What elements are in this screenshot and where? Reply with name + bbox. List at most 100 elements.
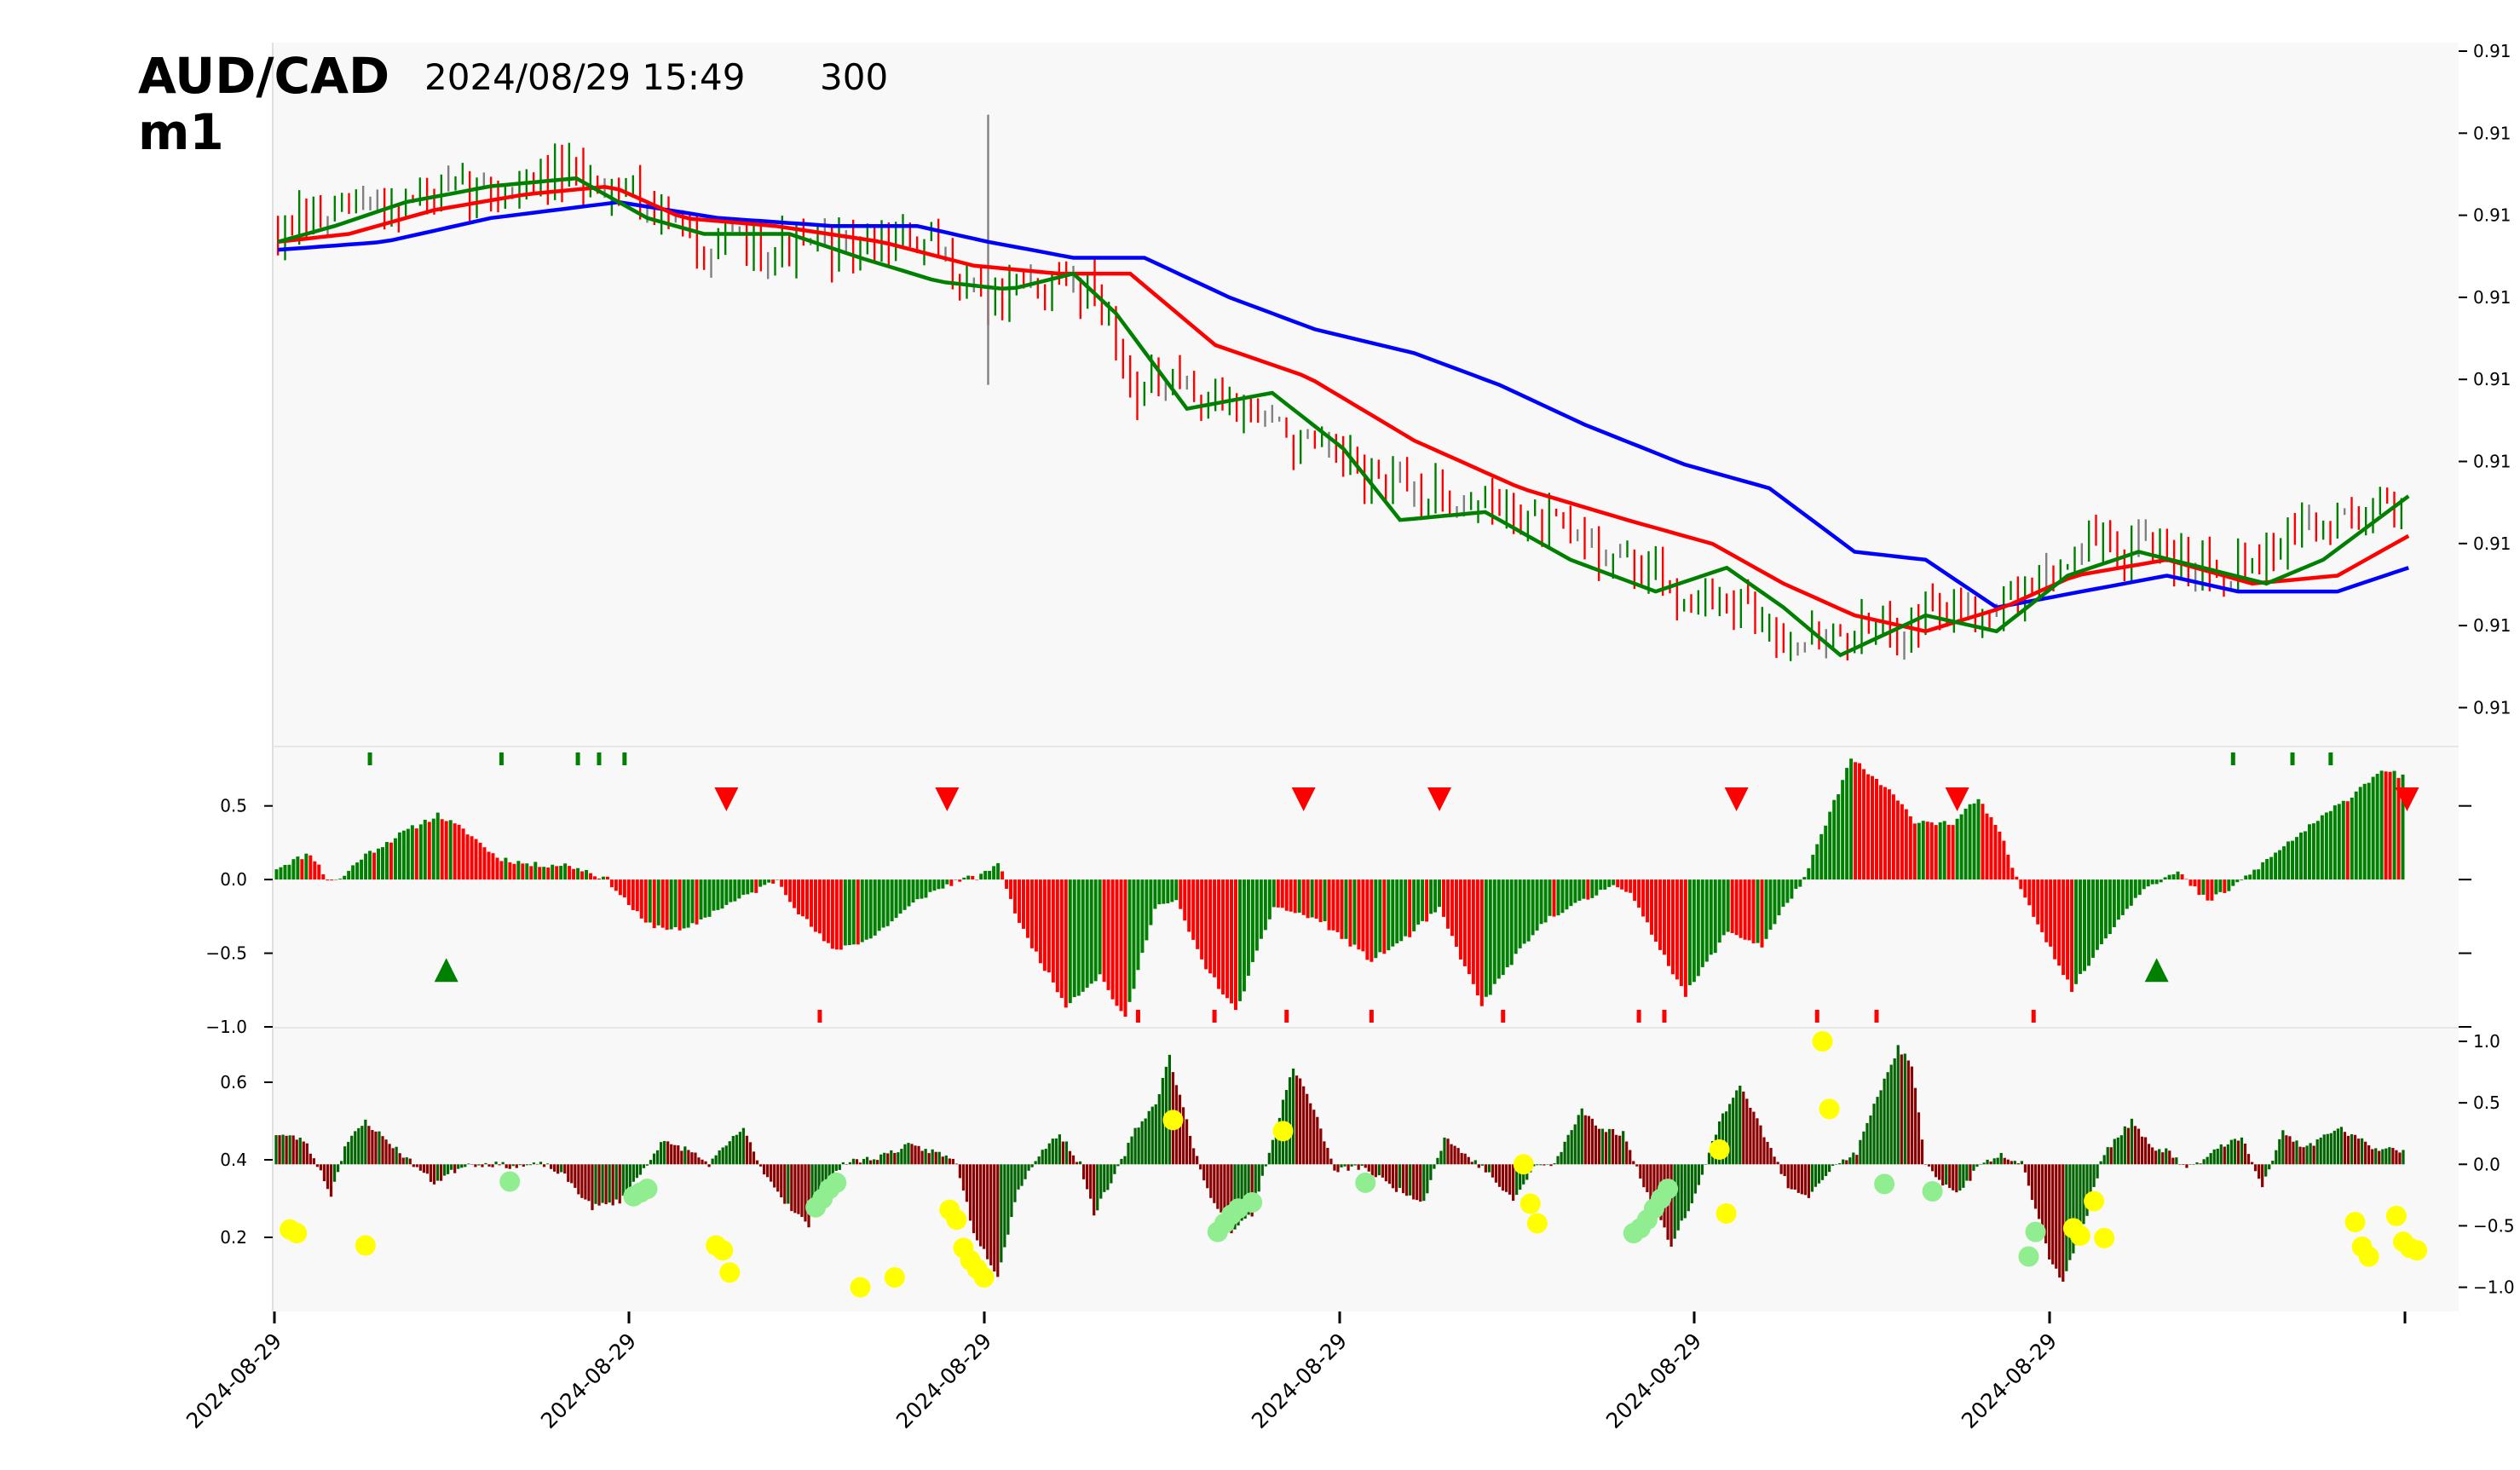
momentum-bar <box>2315 1139 2319 1165</box>
momentum-bar <box>553 1164 556 1172</box>
osc-sell-marker <box>1945 787 1969 812</box>
momentum-bar <box>1721 1113 1725 1165</box>
osc-sell-marker <box>1427 787 1452 812</box>
momentum-bar <box>2185 1164 2188 1168</box>
momentum-bar <box>309 1153 312 1165</box>
osc-bottom-tick <box>1284 1010 1289 1023</box>
osc-bar <box>1365 879 1370 960</box>
momentum-bar <box>1669 1164 1673 1247</box>
osc-bar <box>962 877 966 880</box>
momentum-bar <box>2346 1135 2350 1165</box>
osc-bar <box>2223 879 2227 893</box>
osc-bar <box>406 828 410 880</box>
osc-bar <box>1454 879 1458 947</box>
osc-bar <box>360 859 364 880</box>
momentum-bar <box>2140 1136 2144 1165</box>
osc-bar <box>1254 879 1259 951</box>
osc-bar <box>551 864 555 880</box>
momentum-bar <box>1013 1164 1017 1202</box>
osc-axis-label: −1.0 <box>205 1017 247 1037</box>
osc-bar <box>648 879 652 923</box>
momentum-bar <box>1127 1143 1130 1165</box>
momentum-bar <box>302 1141 305 1165</box>
momentum-yellow-dot <box>2069 1225 2090 1246</box>
momentum-bar <box>780 1164 783 1198</box>
osc-bar <box>1670 879 1675 975</box>
momentum-bar <box>1064 1141 1069 1165</box>
momentum-bar <box>481 1164 484 1167</box>
momentum-bar <box>1910 1066 1913 1165</box>
momentum-yellow-dot <box>2385 1205 2407 1226</box>
momentum-bar <box>1886 1072 1889 1165</box>
osc-bar <box>393 838 397 880</box>
momentum-yellow-dot <box>884 1267 905 1288</box>
osc-bar <box>656 879 660 925</box>
osc-bar <box>2375 774 2379 880</box>
momentum-bar <box>927 1153 931 1165</box>
momentum-bar <box>1831 1164 1835 1167</box>
momentum-bar <box>384 1139 388 1165</box>
momentum-bar <box>1810 1164 1814 1192</box>
osc-bar <box>1370 879 1374 962</box>
osc-bar <box>1586 879 1590 900</box>
osc-bar <box>1021 879 1025 929</box>
osc-bar <box>873 879 877 936</box>
momentum-bar <box>2062 1164 2065 1283</box>
osc-bar <box>2015 876 2019 880</box>
osc-bar <box>2112 879 2116 928</box>
osc-bar <box>1217 879 1221 989</box>
momentum-bar <box>1855 1155 1859 1165</box>
momentum-bar <box>1178 1094 1182 1165</box>
momentum-bar <box>1487 1164 1491 1173</box>
osc-bar <box>1395 879 1399 944</box>
osc-bar <box>707 879 712 917</box>
osc-bar <box>2184 879 2188 880</box>
momentum-bar <box>1494 1164 1498 1183</box>
price-series <box>276 114 2410 661</box>
momentum-bar <box>680 1150 683 1165</box>
osc-bar <box>622 879 626 898</box>
momentum-bar <box>1044 1149 1047 1165</box>
momentum-yellow-dot <box>1819 1098 1840 1120</box>
osc-bar <box>1416 879 1421 925</box>
momentum-bar <box>1271 1139 1274 1165</box>
osc-bar <box>1612 879 1616 885</box>
osc-bottom-tick <box>2031 1010 2036 1023</box>
osc-bar <box>410 825 414 880</box>
osc-bar <box>1522 879 1526 944</box>
momentum-bar <box>1632 1161 1635 1165</box>
osc-bar <box>860 879 864 943</box>
ma-line-slow <box>278 199 2409 610</box>
osc-bar <box>2193 879 2197 887</box>
osc-bar <box>2396 777 2401 880</box>
osc-buy-marker <box>2144 958 2169 983</box>
osc-bar <box>1196 879 1200 949</box>
momentum-bar <box>2027 1164 2031 1186</box>
osc-bar <box>495 857 499 880</box>
osc-bar <box>372 852 377 880</box>
momentum-bar <box>1587 1115 1590 1165</box>
momentum-bar <box>412 1164 415 1167</box>
osc-bar <box>2295 837 2298 880</box>
momentum-bar <box>1594 1125 1598 1165</box>
momentum-bar <box>1078 1161 1082 1165</box>
osc-bar <box>2210 879 2214 901</box>
osc-bar <box>563 863 568 880</box>
momentum-bar <box>432 1164 436 1185</box>
momentum-bar <box>1766 1142 1769 1165</box>
momentum-bar <box>401 1157 405 1165</box>
osc-bar <box>1149 879 1153 925</box>
osc-bar <box>1374 879 1378 959</box>
momentum-bar <box>2343 1132 2347 1165</box>
momentum-bar <box>1635 1164 1639 1167</box>
momentum-bar <box>322 1164 326 1182</box>
momentum-bar <box>986 1164 989 1260</box>
osc-bar <box>834 879 839 950</box>
osc-bar <box>1442 879 1446 917</box>
momentum-bar <box>1123 1156 1127 1165</box>
momentum-bar <box>2360 1138 2364 1165</box>
osc-bar <box>1883 787 1887 880</box>
momentum-bar <box>1068 1150 1072 1165</box>
osc-bar <box>423 819 427 880</box>
osc-bar <box>465 834 470 880</box>
